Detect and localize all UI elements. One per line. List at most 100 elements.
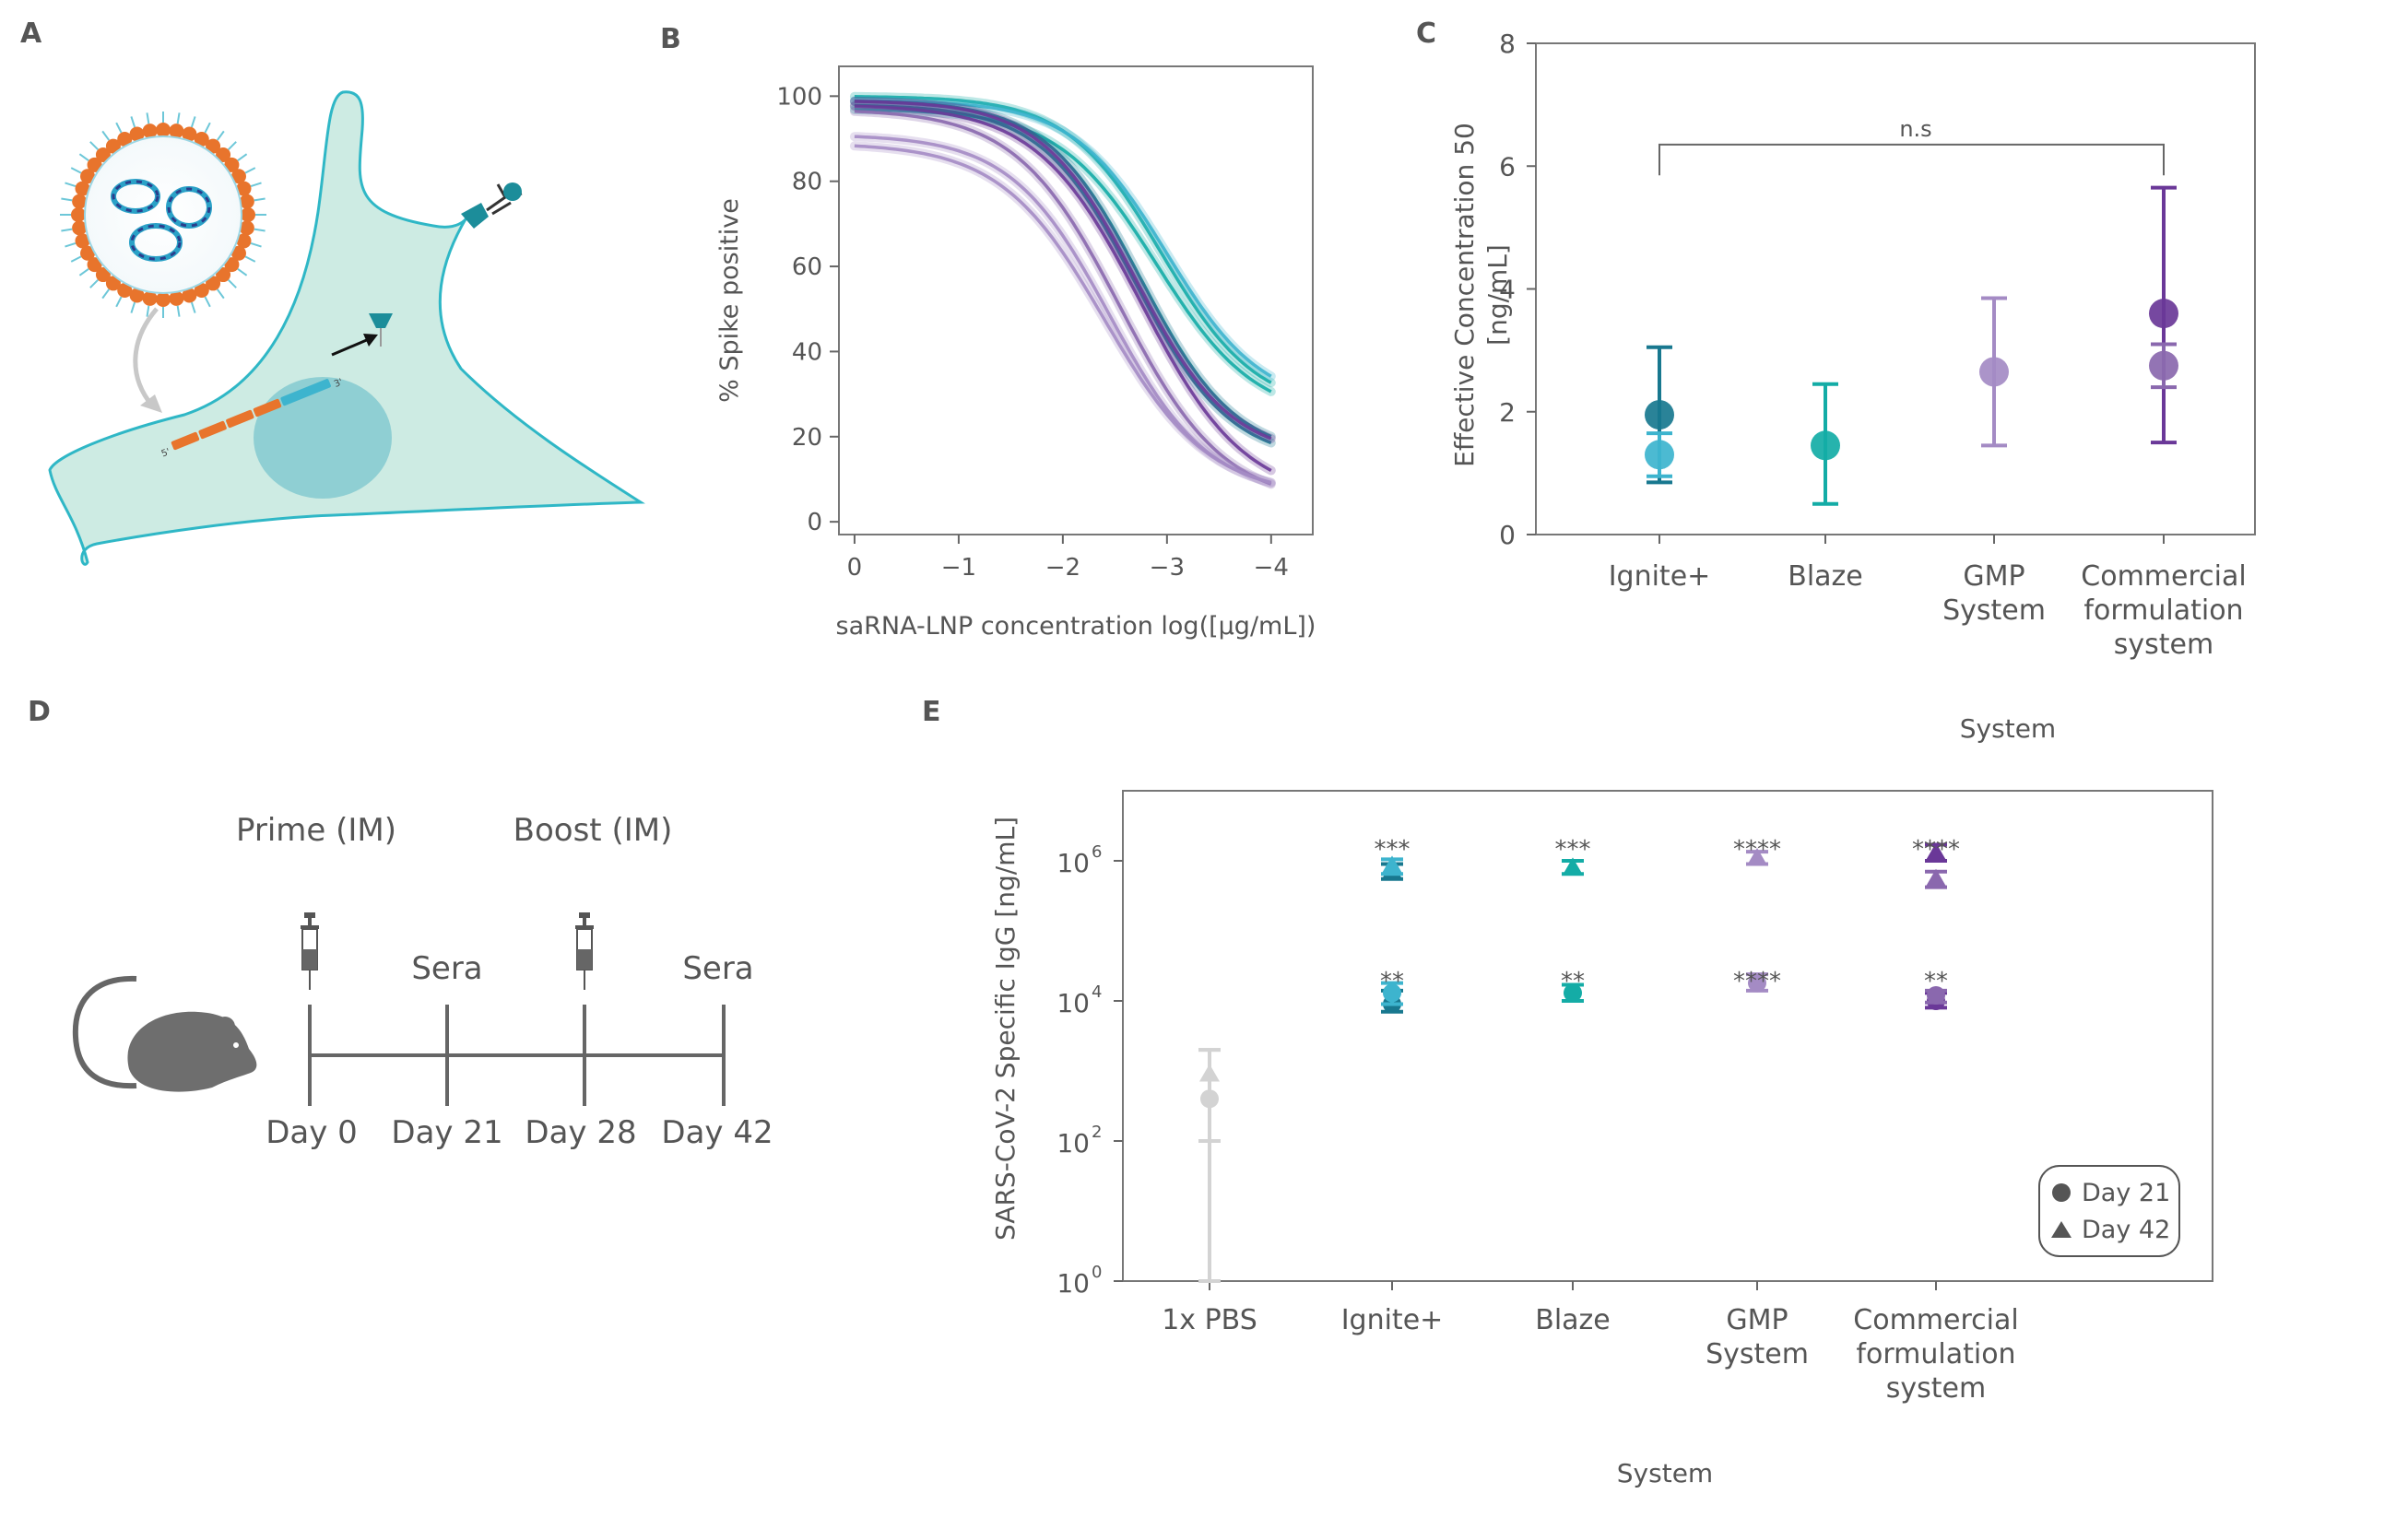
lipid-head-icon <box>142 123 158 139</box>
chart-e-significance-label: ** <box>1380 968 1404 995</box>
peg-chain-icon <box>254 197 266 202</box>
chart-c-ytick-label: 4 <box>1499 275 1516 305</box>
chart-e-xtick-label: 1x PBS <box>1162 1304 1257 1336</box>
chart-c-ylabel: Effective Concentration 50 [ng/mL] <box>1449 123 1513 467</box>
peg-chain-icon <box>115 122 123 134</box>
chart-e-point-day42 <box>1926 868 1946 887</box>
lipid-head-icon <box>87 257 102 273</box>
chart-c-xlabel: System <box>1960 713 2056 744</box>
chart-b-ytick-label: 80 <box>792 169 822 196</box>
chart-e-point-day21 <box>1748 973 1766 993</box>
chart-b-xlabel: saRNA-LNP concentration log([µg/mL]) <box>836 612 1316 641</box>
legend-box <box>2038 1165 2180 1257</box>
chart-e-frame <box>1122 790 2213 1282</box>
peg-chain-icon <box>146 112 150 124</box>
lipid-head-icon <box>87 157 102 172</box>
spike-protein-icon <box>369 313 393 328</box>
timeline-day-label: Day 21 <box>391 1114 502 1151</box>
chart-b-ytick-label: 100 <box>776 83 822 111</box>
lipid-head-icon <box>216 147 231 162</box>
lipid-head-icon <box>105 276 121 291</box>
chart-e-significance-label: ** <box>1924 968 1948 995</box>
chart-c-xtick-label: Ignite+ <box>1609 560 1711 593</box>
chart-c-xtick-label: system <box>2114 629 2213 661</box>
chart-b-ytick-label: 40 <box>792 338 822 366</box>
chart-e-ytick-exponent: 6 <box>1092 842 1102 862</box>
translation-arrow <box>331 337 370 357</box>
chart-e-ytick-label: 10 <box>1056 1128 1090 1159</box>
chart-c-ytick-label: 2 <box>1499 397 1516 428</box>
mrna-strand: 5' 3' <box>160 377 345 459</box>
chart-b-ytick-label: 20 <box>792 424 822 452</box>
panel-label-c: C <box>1416 18 1436 50</box>
chart-e-ytick-label: 10 <box>1056 1268 1090 1299</box>
chart-c-ytick-label: 8 <box>1499 29 1516 59</box>
timeline-day-label: Day 42 <box>661 1114 773 1151</box>
peg-chain-icon <box>204 122 211 134</box>
peg-chain-icon <box>250 241 262 248</box>
chart-e-point-day21 <box>1927 985 1945 1005</box>
surface-spike-icon <box>461 203 489 229</box>
lipid-head-icon <box>206 138 221 154</box>
peg-chain-icon <box>61 228 73 232</box>
chart-e-point-day42 <box>1563 857 1583 876</box>
chart-c-ylabel-line-2: [ng/mL] <box>1482 244 1513 346</box>
peg-chain-icon <box>244 167 256 174</box>
chart-c-significance-bracket <box>1658 143 2165 176</box>
lipid-head-icon <box>230 169 246 184</box>
chart-c-xtick-label: Blaze <box>1788 560 1863 593</box>
peg-chain-icon <box>65 241 77 248</box>
chart-c-xtick-label: Commercial <box>2081 560 2246 593</box>
chart-e-point-day42 <box>1199 1064 1220 1082</box>
chart-e-point-day21 <box>1383 983 1401 1003</box>
lipid-head-icon <box>169 290 184 306</box>
chart-e-legend: Day 21 Day 42 <box>2038 1165 2180 1257</box>
chart-e-ytick-exponent: 4 <box>1092 982 1102 1002</box>
chart-b-xtick-label: −4 <box>1254 554 1289 582</box>
legend-circle-marker <box>2052 1183 2071 1202</box>
peg-chain-icon <box>70 167 82 174</box>
peg-chain-icon <box>65 182 77 188</box>
peg-chain-icon <box>244 255 256 263</box>
peg-chain-icon <box>237 153 248 162</box>
lipid-head-icon <box>206 276 221 291</box>
peg-chain-icon <box>130 301 136 313</box>
peg-chain-icon <box>101 130 111 141</box>
chart-b-series-line <box>854 103 1272 445</box>
lipid-head-icon <box>224 257 240 273</box>
timeline-sera-label: Sera <box>682 950 753 987</box>
lipid-head-icon <box>194 132 209 147</box>
lipid-head-icon <box>241 207 255 222</box>
chart-e-point-day21 <box>1564 983 1582 1003</box>
chart-e-ytick-exponent: 0 <box>1092 1263 1102 1282</box>
panel-label-d: D <box>28 696 51 728</box>
lipid-head-icon <box>72 220 88 236</box>
uptake-arrowhead-icon <box>140 394 162 413</box>
peg-chain-icon <box>216 130 225 141</box>
cell-body <box>48 90 645 566</box>
chart-c-ytick-label: 6 <box>1499 151 1516 182</box>
lipid-head-icon <box>230 245 246 261</box>
lipid-head-icon <box>239 194 254 209</box>
chart-b-series-line <box>854 99 1272 378</box>
chart-e-significance: ************************ <box>1375 836 1961 995</box>
chart-e-point-day42 <box>1382 855 1402 874</box>
panel-label-a: A <box>20 18 42 50</box>
lipid-head-icon <box>169 123 184 139</box>
chart-e-significance-label: **** <box>1733 836 1781 864</box>
lipid-head-icon <box>216 267 231 283</box>
legend-label-day42: Day 42 <box>2082 1216 2170 1244</box>
lipid-head-icon <box>117 282 133 298</box>
peg-chain-icon <box>115 296 123 308</box>
chart-e-significance-label: *** <box>1375 836 1411 864</box>
lipid-head-icon <box>72 194 88 209</box>
arrow-head-icon <box>363 334 378 347</box>
peg-chain-icon <box>89 141 99 150</box>
chart-b-frame <box>838 65 1314 535</box>
lipid-head-icon <box>105 138 121 154</box>
timeline-sera-label: Sera <box>411 950 482 987</box>
chart-e-ytick-exponent: 2 <box>1092 1123 1102 1142</box>
svg-text:3': 3' <box>333 377 345 390</box>
